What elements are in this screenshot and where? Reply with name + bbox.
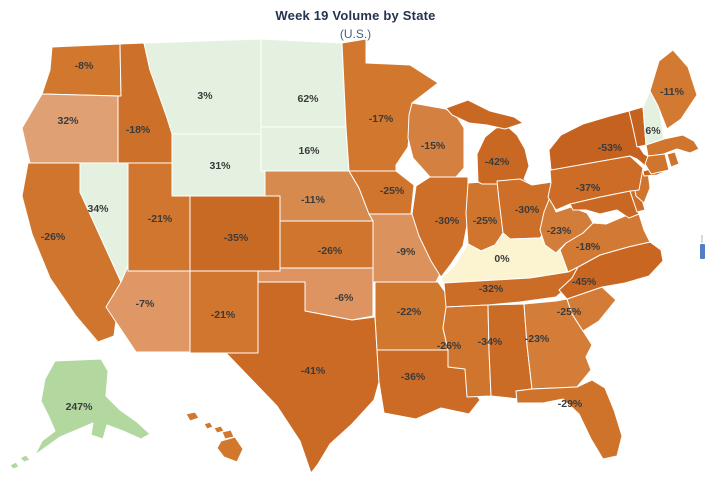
state-label-sd: 16% <box>298 145 320 157</box>
state-label-pa: -37% <box>576 182 601 194</box>
state-label-ia: -25% <box>380 185 405 197</box>
state-label-oh: -30% <box>515 204 540 216</box>
state-pa[interactable] <box>547 155 644 211</box>
state-label-va: -18% <box>576 241 601 253</box>
state-label-az: -7% <box>136 298 155 310</box>
state-label-al: -34% <box>478 336 503 348</box>
state-label-ca: -26% <box>41 231 66 243</box>
state-label-wi: -15% <box>421 140 446 152</box>
state-label-nd: 62% <box>297 93 319 105</box>
state-label-nc: -45% <box>572 276 597 288</box>
state-hi[interactable] <box>216 436 244 463</box>
state-label-ar: -22% <box>397 306 422 318</box>
state-or[interactable] <box>21 93 119 164</box>
state-tx[interactable] <box>225 281 380 474</box>
state-nd[interactable] <box>260 38 347 128</box>
state-label-ne: -11% <box>301 194 326 206</box>
state-ak[interactable] <box>9 461 20 470</box>
edge-widget-fragment[interactable] <box>700 244 705 259</box>
state-label-mt: 3% <box>197 90 213 102</box>
state-label-nh: 6% <box>645 125 661 137</box>
state-label-ky: 0% <box>494 253 510 265</box>
page-subtitle: (U.S.) <box>339 27 372 41</box>
state-label-ga: -23% <box>525 333 550 345</box>
state-label-or: 32% <box>57 115 79 127</box>
state-label-fl: -29% <box>558 398 583 410</box>
state-hi[interactable] <box>213 425 225 434</box>
page-title: Week 19 Volume by State <box>275 8 436 23</box>
state-label-ak: 247% <box>66 401 94 413</box>
state-mi[interactable] <box>445 99 524 130</box>
edge-tick <box>701 235 703 243</box>
state-label-ny: -53% <box>598 142 623 154</box>
state-label-wv: -23% <box>547 225 572 237</box>
state-ak[interactable] <box>34 358 151 456</box>
state-label-ks: -26% <box>318 245 343 257</box>
state-label-wa: -8% <box>75 60 94 72</box>
state-label-in: -25% <box>473 215 498 227</box>
state-me[interactable] <box>649 49 698 130</box>
state-label-ms: -26% <box>437 340 462 352</box>
state-label-co: -35% <box>224 232 249 244</box>
state-fl[interactable] <box>515 379 623 460</box>
state-ri[interactable] <box>666 151 680 168</box>
state-hi[interactable] <box>185 411 200 422</box>
state-hi[interactable] <box>203 421 214 430</box>
state-label-mo: -9% <box>397 246 416 258</box>
state-label-nm: -21% <box>211 309 236 321</box>
state-label-la: -36% <box>401 371 426 383</box>
state-label-sc: -25% <box>557 306 582 318</box>
state-ga[interactable] <box>523 298 593 390</box>
state-label-tn: -32% <box>479 283 504 295</box>
state-label-ok: -6% <box>335 292 354 304</box>
state-ak[interactable] <box>19 454 31 463</box>
state-label-wy: 31% <box>209 160 231 172</box>
state-label-tx: -41% <box>301 365 326 377</box>
state-label-id: -18% <box>126 124 151 136</box>
state-label-ut: -21% <box>148 213 173 225</box>
state-wv[interactable] <box>539 196 594 254</box>
state-label-mn: -17% <box>369 113 394 125</box>
state-ct[interactable] <box>644 153 670 175</box>
state-label-il: -30% <box>435 215 460 227</box>
state-vt[interactable] <box>628 106 647 148</box>
state-label-me: -11% <box>660 86 685 98</box>
state-label-nv: 34% <box>87 203 109 215</box>
state-label-mi: -42% <box>485 156 510 168</box>
